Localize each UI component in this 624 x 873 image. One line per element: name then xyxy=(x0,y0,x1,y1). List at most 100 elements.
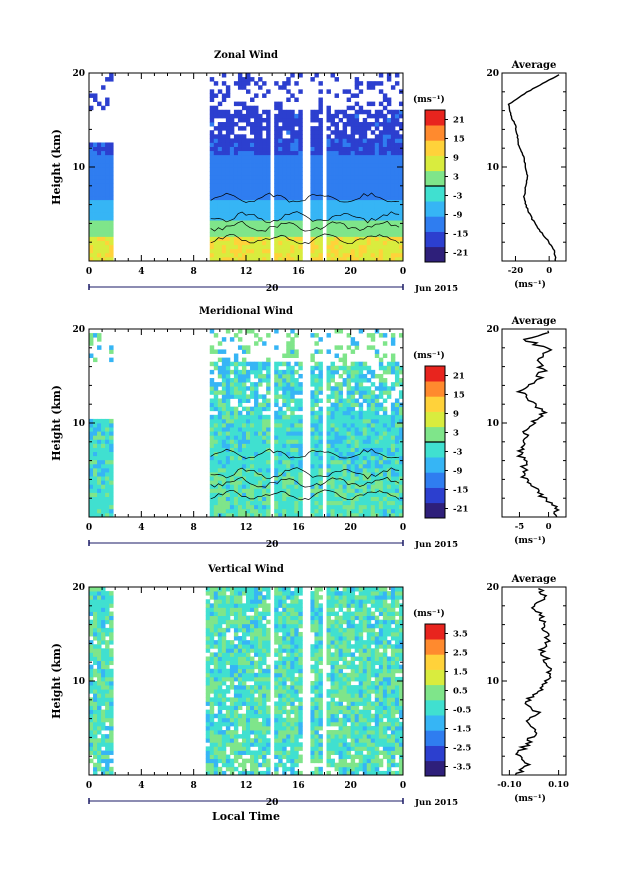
heatmap-cell xyxy=(217,211,223,217)
heatmap-cell xyxy=(330,402,335,408)
heatmap-cell xyxy=(97,101,102,107)
heatmap-cell xyxy=(278,672,283,678)
heatmap-cell xyxy=(294,142,299,147)
heatmap-cell xyxy=(274,240,279,246)
heatmap-cell xyxy=(294,191,299,197)
heatmap-cell xyxy=(241,652,247,657)
heatmap-cell xyxy=(274,627,279,633)
heatmap-cell xyxy=(318,423,323,428)
heatmap-cell xyxy=(390,224,396,229)
heatmap-cell xyxy=(101,652,106,657)
heatmap-cell xyxy=(314,508,319,514)
heatmap-cell xyxy=(386,414,392,420)
heatmap-cell xyxy=(109,248,114,254)
heatmap-cell xyxy=(105,175,110,180)
heatmap-cell xyxy=(310,203,315,209)
heatmap-cell xyxy=(382,496,388,502)
heatmap-cell xyxy=(217,349,223,354)
heatmap-cell xyxy=(217,398,223,403)
heatmap-cell xyxy=(334,203,339,209)
heatmap-cell xyxy=(346,496,352,502)
heatmap-cell xyxy=(274,130,279,135)
heatmap-cell xyxy=(286,369,291,375)
heatmap-cell xyxy=(282,256,287,262)
heatmap-cell xyxy=(314,113,319,119)
heatmap-cell xyxy=(390,203,396,209)
colorbar-tick-label: 21 xyxy=(453,372,465,382)
heatmap-cell xyxy=(310,138,315,143)
heatmap-cell xyxy=(354,439,360,444)
heatmap-cell xyxy=(318,252,323,258)
heatmap-cell xyxy=(89,652,94,657)
heatmap-cell xyxy=(89,591,94,596)
heatmap-cell xyxy=(350,378,356,383)
heatmap-cell xyxy=(374,109,380,115)
heatmap-cell xyxy=(358,256,364,262)
heatmap-cell xyxy=(89,504,94,510)
heatmap-cell xyxy=(378,406,384,412)
heatmap-cell xyxy=(390,467,396,473)
heatmap-cell xyxy=(205,623,211,629)
heatmap-cell xyxy=(390,240,396,246)
heatmap-cell xyxy=(338,109,344,115)
heatmap-cell xyxy=(298,390,303,395)
heatmap-cell xyxy=(241,345,247,350)
heatmap-cell xyxy=(221,742,227,747)
heatmap-cell xyxy=(205,766,211,772)
heatmap-cell xyxy=(217,109,223,115)
heatmap-cell xyxy=(258,587,263,592)
heatmap-cell xyxy=(294,256,299,262)
heatmap-cell xyxy=(237,664,243,670)
heatmap-cell xyxy=(310,500,315,506)
heatmap-cell xyxy=(294,459,299,465)
heatmap-cell xyxy=(262,467,267,473)
heatmap-cell xyxy=(258,167,263,172)
heatmap-cell xyxy=(274,742,279,747)
heatmap-cell xyxy=(209,644,215,649)
heatmap-cell xyxy=(330,142,335,147)
heatmap-cell xyxy=(246,187,251,192)
heatmap-cell xyxy=(101,599,106,604)
heatmap-cell xyxy=(237,203,243,209)
heatmap-cell xyxy=(318,414,323,420)
heatmap-cell xyxy=(209,451,215,457)
heatmap-cell xyxy=(221,627,227,633)
heatmap-cell xyxy=(390,248,396,254)
heatmap-cell xyxy=(366,195,372,201)
heatmap-cell xyxy=(278,435,283,440)
heatmap-cell xyxy=(262,623,267,629)
heatmap-cell xyxy=(342,195,348,201)
heatmap-cell xyxy=(225,394,231,399)
heatmap-cell xyxy=(258,512,263,518)
heatmap-cell xyxy=(398,394,404,399)
heatmap-cell xyxy=(213,746,219,751)
heatmap-cell xyxy=(254,435,259,440)
heatmap-cell xyxy=(213,207,219,213)
heatmap-cell xyxy=(294,211,299,217)
heatmap-cell xyxy=(274,199,279,205)
heatmap-cell xyxy=(262,631,267,637)
heatmap-cell xyxy=(217,423,223,428)
heatmap-cell xyxy=(229,512,235,518)
heatmap-cell xyxy=(101,742,106,747)
heatmap-cell xyxy=(89,480,94,485)
heatmap-cell xyxy=(394,252,400,258)
heatmap-cell xyxy=(246,668,251,674)
heatmap-cell xyxy=(250,725,255,731)
heatmap-cell xyxy=(378,455,384,461)
heatmap-cell xyxy=(246,623,251,629)
heatmap-cell xyxy=(241,378,247,383)
heatmap-cell xyxy=(262,754,267,760)
heatmap-cell xyxy=(225,199,231,205)
heatmap-cell xyxy=(262,378,267,383)
heatmap-cell xyxy=(338,256,344,262)
heatmap-cell xyxy=(314,175,319,180)
heatmap-cell xyxy=(274,500,279,506)
heatmap-cell xyxy=(362,138,368,143)
heatmap-cell xyxy=(382,167,388,172)
heatmap-cell xyxy=(109,199,114,205)
heatmap-cell xyxy=(241,512,247,518)
heatmap-cell xyxy=(354,369,360,375)
heatmap-cell xyxy=(258,191,263,197)
heatmap-cell xyxy=(286,341,291,346)
